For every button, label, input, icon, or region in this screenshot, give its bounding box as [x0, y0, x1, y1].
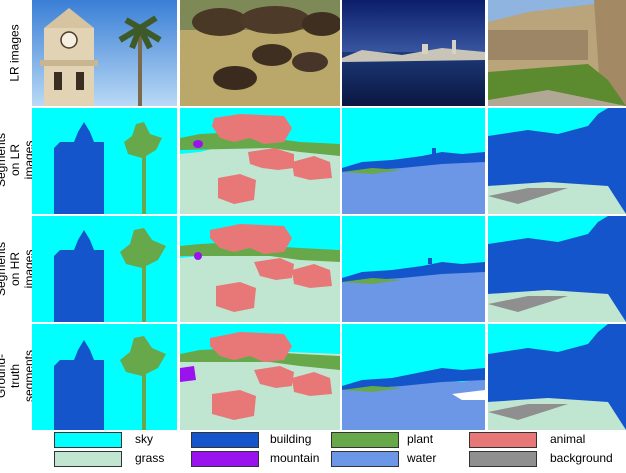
row-label-seg-hr-text: Segments on HR images	[0, 241, 36, 296]
legend-swatch-building	[191, 432, 259, 448]
seg-lr-bison	[180, 108, 340, 214]
row-label-seg-lr-text: Segments on LR images	[0, 132, 36, 188]
legend-label-mountain: mountain	[270, 451, 320, 465]
legend-swatch-animal	[469, 432, 537, 448]
legend-swatch-grass	[54, 451, 122, 467]
legend-swatch-background	[469, 451, 537, 467]
legend-label-water: water	[407, 451, 437, 465]
lr-image-courtyard	[488, 0, 626, 106]
row-label-gt: Ground-truth segments	[0, 323, 36, 429]
seg-hr-courtyard	[488, 216, 626, 322]
seg-lr-waterfront	[342, 108, 485, 214]
legend-label-animal: animal	[550, 432, 586, 446]
lr-image-bison	[180, 0, 340, 106]
seg-lr-courtyard	[488, 108, 626, 214]
seg-hr-waterfront	[342, 216, 485, 322]
legend-swatch-sky	[54, 432, 122, 448]
legend-label-sky: sky	[135, 432, 153, 446]
row-label-gt-text: Ground-truth segments	[0, 349, 36, 403]
seg-lr-church	[32, 108, 177, 214]
gt-bison	[180, 324, 340, 430]
legend-label-building: building	[270, 432, 312, 446]
gt-courtyard	[488, 324, 626, 430]
lr-image-waterfront	[342, 0, 485, 106]
legend-swatch-mountain	[191, 451, 259, 467]
seg-hr-bison	[180, 216, 340, 322]
legend-swatch-water	[331, 451, 399, 467]
legend-label-background: background	[550, 451, 613, 465]
gt-church	[32, 324, 177, 430]
legend-swatch-plant	[331, 432, 399, 448]
lr-image-church	[32, 0, 177, 106]
row-label-lr: LR images	[0, 0, 30, 106]
seg-hr-church	[32, 216, 177, 322]
legend-label-grass: grass	[135, 451, 165, 465]
gt-waterfront	[342, 324, 485, 430]
row-label-lr-text: LR images	[8, 24, 23, 82]
row-label-seg-hr: Segments on HR images	[0, 215, 36, 322]
legend-label-plant: plant	[407, 432, 434, 446]
row-label-seg-lr: Segments on LR images	[0, 107, 36, 213]
